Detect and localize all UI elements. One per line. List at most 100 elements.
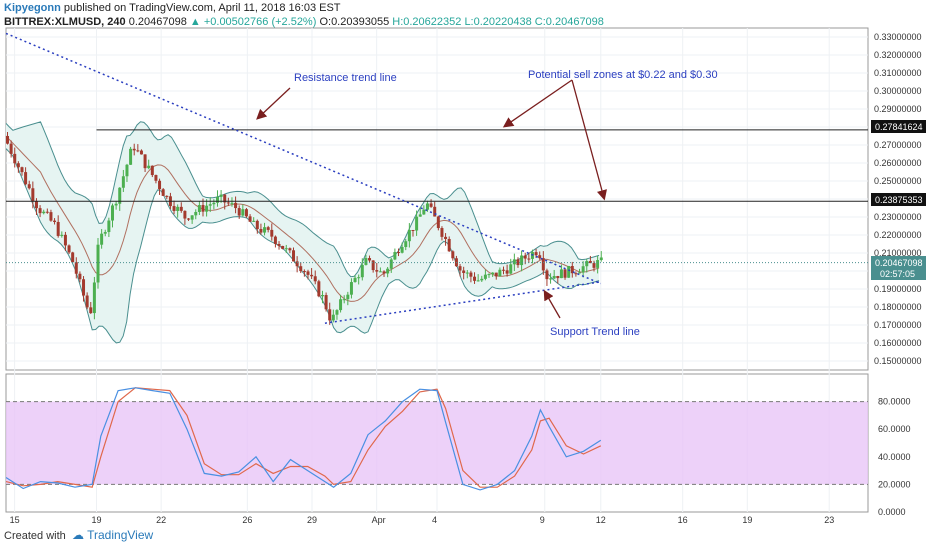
author-link[interactable]: Kipyegonn — [4, 2, 61, 14]
candle-body — [306, 271, 310, 275]
stoch-tick-label: 80.0000 — [878, 397, 911, 407]
publish-info: Kipyegonn published on TradingView.com, … — [4, 2, 341, 14]
annotation-arrow — [571, 79, 607, 201]
candle-body — [411, 229, 415, 231]
candle-body — [585, 261, 589, 267]
candle-body — [429, 203, 433, 207]
candle-body — [368, 258, 372, 261]
candle-body — [324, 295, 328, 310]
x-tick-label: 16 — [678, 515, 688, 525]
price-pane-border — [5, 27, 869, 371]
candle-body — [592, 263, 596, 268]
candle-body — [71, 252, 75, 263]
candle-body — [263, 227, 267, 233]
candle-body — [259, 228, 263, 233]
candle-body — [277, 243, 281, 246]
candle-body — [447, 238, 451, 252]
y-tick-label: 0.20000000 — [874, 266, 922, 276]
candle-body — [302, 271, 306, 273]
y-tick-label: 0.17000000 — [874, 320, 922, 330]
candle-body — [114, 203, 118, 206]
candle-body — [444, 236, 448, 239]
stoch-tick-label: 20.0000 — [878, 479, 911, 489]
candle-body — [215, 196, 219, 203]
cloud-icon: ☁ — [72, 528, 84, 542]
candle-body — [74, 262, 78, 274]
candle-body — [49, 212, 53, 221]
candle-body — [42, 211, 46, 214]
candle-body — [96, 244, 100, 283]
last-price-tag: 0.20467098 02:57:05 — [871, 256, 926, 280]
candle-body — [24, 172, 28, 185]
candle-body — [208, 204, 212, 206]
candle-body — [248, 216, 252, 222]
candle-body — [574, 273, 578, 275]
tradingview-logo[interactable]: ☁ TradingView — [72, 528, 153, 542]
candle-body — [433, 206, 437, 217]
candle-body — [38, 208, 42, 214]
candle-body — [194, 211, 198, 216]
candle-body — [190, 215, 194, 220]
candle-body — [523, 255, 527, 259]
candle-body — [397, 252, 401, 254]
y-tick-label: 0.25000000 — [874, 176, 922, 186]
candle-body — [295, 261, 299, 267]
level2-tag: 0.23875353 — [871, 193, 926, 206]
candle-body — [252, 220, 256, 222]
candle-body — [320, 295, 324, 297]
candle-body — [172, 206, 176, 211]
y-tick-label: 0.18000000 — [874, 302, 922, 312]
candle-body — [147, 165, 151, 169]
candle-body — [281, 245, 285, 249]
candle-body — [393, 252, 397, 260]
x-tick-label: 4 — [432, 515, 437, 525]
candle-body — [440, 228, 444, 237]
candle-body — [451, 251, 455, 259]
candle-body — [556, 276, 560, 279]
candle-body — [563, 269, 567, 278]
bollinger-fill — [6, 121, 600, 343]
candle-body — [581, 266, 585, 273]
candle-body — [570, 266, 574, 274]
candle-body — [187, 218, 191, 220]
candle-body — [45, 211, 49, 213]
stoch-zone — [6, 401, 868, 485]
candle-body — [103, 232, 107, 234]
candle-body — [357, 277, 361, 279]
bollinger-upper — [5, 121, 600, 278]
candle-body — [212, 202, 216, 205]
candle-body — [328, 309, 332, 321]
candle-body — [491, 272, 495, 275]
candle-body — [382, 271, 386, 274]
candle-body — [317, 281, 321, 297]
low-value: L:0.20220438 — [464, 16, 532, 28]
change-value: +0.00502766 (+2.52%) — [203, 16, 317, 28]
candle-body — [226, 202, 230, 204]
y-tick-label: 0.24000000 — [874, 194, 922, 204]
x-tick-label: 9 — [540, 515, 545, 525]
y-tick-label: 0.32000000 — [874, 50, 922, 60]
candle-body — [53, 220, 57, 222]
candle-body — [288, 248, 292, 251]
stoch-tick-label: 40.0000 — [878, 452, 911, 462]
candle-body — [31, 188, 35, 202]
candle-body — [331, 314, 335, 321]
candle-body — [498, 269, 502, 277]
annotation-arrow — [543, 289, 561, 319]
candle-body — [125, 164, 129, 177]
candle-body — [310, 274, 314, 277]
candle-body — [161, 189, 165, 196]
symbol-label[interactable]: BITTREX:XLMUSD, 240 — [4, 16, 126, 28]
y-tick-label: 0.30000000 — [874, 86, 922, 96]
candle-body — [436, 216, 440, 229]
candle-body — [110, 205, 114, 221]
candle-body — [107, 220, 111, 233]
y-tick-label: 0.21000000 — [874, 248, 922, 258]
created-with: Created with — [4, 530, 66, 542]
close-value: C:0.20467098 — [534, 16, 604, 28]
candle-body — [20, 167, 24, 173]
candle-body — [60, 234, 64, 236]
candle-body — [197, 205, 201, 212]
annotation-arrow — [256, 87, 291, 120]
